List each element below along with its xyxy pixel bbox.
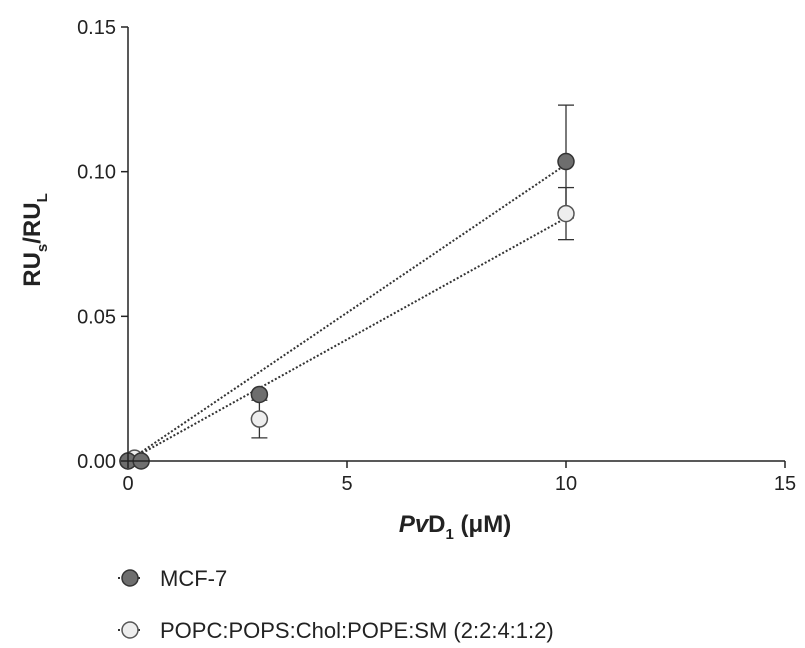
legend: MCF-7 POPC:POPS:Chol:POPE:SM (2:2:4:1:2) xyxy=(118,566,554,643)
legend-marker-popc xyxy=(122,622,138,638)
data-point-1 xyxy=(558,206,574,222)
fit-line-0 xyxy=(128,164,566,461)
legend-label-mcf7: MCF-7 xyxy=(160,566,227,591)
data-point-1 xyxy=(251,411,267,427)
y-axis-title-a-sub: s xyxy=(34,244,51,252)
legend-item-popc: POPC:POPS:Chol:POPE:SM (2:2:4:1:2) xyxy=(118,618,554,643)
legend-marker-mcf7 xyxy=(122,570,138,586)
axes xyxy=(128,27,785,461)
legend-label-popc: POPC:POPS:Chol:POPE:SM (2:2:4:1:2) xyxy=(160,618,554,643)
x-axis-title: PvD1 (μM) xyxy=(399,511,511,543)
x-axis-title-sub: 1 xyxy=(446,526,454,543)
y-axis-title-a: RU xyxy=(19,252,46,287)
fit-line-1 xyxy=(128,218,566,461)
data-points xyxy=(120,154,574,469)
y-tick-label: 0.00 xyxy=(77,451,116,473)
data-point-0 xyxy=(251,386,267,402)
x-tick-label: 10 xyxy=(555,473,577,495)
x-tick-label: 0 xyxy=(122,473,133,495)
x-axis-title-main: D xyxy=(428,511,445,538)
y-tick-label: 0.05 xyxy=(77,306,116,328)
y-axis-title: RUs/RUL xyxy=(19,193,51,287)
y-axis-title-b: RU xyxy=(19,202,46,237)
legend-item-mcf7: MCF-7 xyxy=(118,566,227,591)
data-point-0 xyxy=(558,154,574,170)
x-axis-title-unit: (μM) xyxy=(454,511,511,538)
y-tick-label: 0.10 xyxy=(77,162,116,184)
x-axis-title-italic: Pv xyxy=(399,511,430,538)
x-tick-label: 15 xyxy=(774,473,796,495)
x-tick-label: 5 xyxy=(341,473,352,495)
fit-lines xyxy=(128,164,566,461)
y-axis-title-b-sub: L xyxy=(34,193,51,202)
y-tick-label: 0.15 xyxy=(77,17,116,39)
error-bars xyxy=(251,105,574,438)
